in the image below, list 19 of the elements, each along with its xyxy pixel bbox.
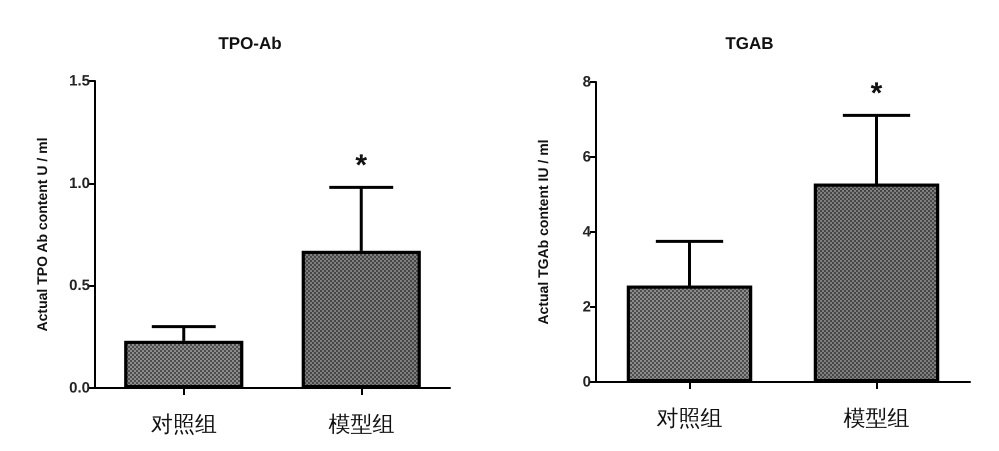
chart-title: TPO-Ab: [218, 34, 282, 53]
y-tick-label: 0.0: [69, 380, 90, 396]
y-tick-label: 1.0: [69, 174, 90, 192]
annotation: *: [870, 76, 883, 110]
annotation: *: [355, 148, 368, 182]
x-tick-label: 对照组: [150, 412, 217, 438]
y-axis-title: Actual TPO Ab content U / ml: [34, 138, 50, 332]
y-tick-label: 1.5: [69, 72, 90, 90]
y-tick-label: 8: [582, 74, 591, 90]
y-tick-label: 6: [582, 148, 591, 166]
x-tick-label: 模型组: [328, 412, 394, 438]
y-axis-title: Actual TGAb content IU / ml: [535, 139, 551, 325]
x-tick-label: 对照组: [656, 406, 722, 432]
y-tick-label: 4: [582, 224, 592, 240]
y-tick-label: 2: [582, 298, 591, 316]
y-tick-label: 0: [582, 374, 591, 390]
chart-title: TGAB: [725, 34, 774, 53]
y-tick-label: 0.5: [69, 277, 90, 294]
x-tick-label: 模型组: [844, 406, 910, 432]
